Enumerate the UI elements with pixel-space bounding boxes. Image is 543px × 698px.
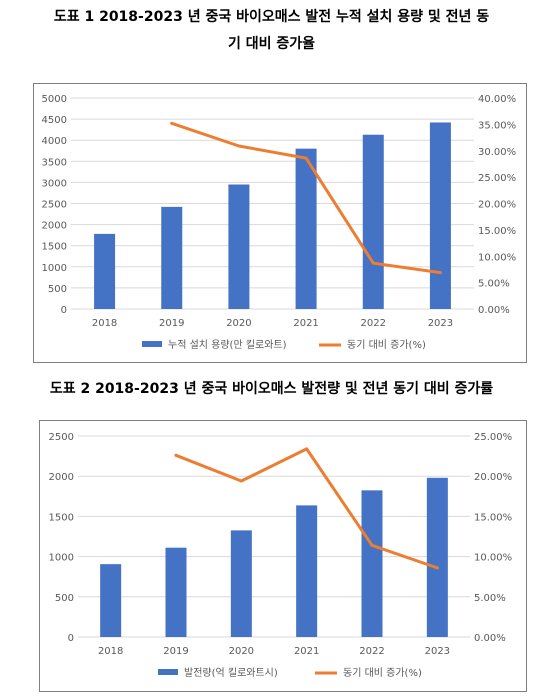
growth-point bbox=[239, 479, 243, 483]
x-tick-label: 2020 bbox=[229, 646, 254, 657]
bar bbox=[426, 477, 448, 637]
y-left-tick-label: 2000 bbox=[49, 472, 74, 483]
bar bbox=[295, 148, 317, 309]
y-left-tick-label: 1500 bbox=[49, 512, 74, 523]
y-right-tick-label: 0.00% bbox=[478, 305, 510, 316]
y-left-tick-label: 2500 bbox=[49, 432, 74, 443]
bar bbox=[296, 505, 318, 637]
growth-point bbox=[370, 543, 374, 547]
y-left-tick-label: 4500 bbox=[42, 115, 67, 126]
bar bbox=[361, 490, 383, 637]
y-right-tick-label: 20.00% bbox=[478, 200, 516, 211]
legend-line-label: 동기 대비 증가(%) bbox=[347, 339, 426, 351]
bar bbox=[228, 184, 250, 309]
y-left-tick-label: 3500 bbox=[42, 157, 67, 168]
bar bbox=[100, 564, 122, 637]
bar bbox=[161, 206, 183, 309]
legend-bar-label: 누적 설치 용량(만 킬로와트) bbox=[168, 338, 287, 351]
y-left-tick-label: 0 bbox=[68, 633, 74, 644]
x-tick-label: 2019 bbox=[159, 318, 184, 329]
x-tick-label: 2021 bbox=[293, 318, 318, 329]
y-left-tick-label: 500 bbox=[48, 284, 67, 295]
y-right-tick-label: 0.00% bbox=[474, 633, 506, 644]
x-tick-label: 2022 bbox=[361, 318, 386, 329]
chart-1-frame: 0 500 1000 1500 2000 2500 3000 3500 4000 4500 5000… bbox=[33, 83, 527, 363]
y-right-tick-label: 15.00% bbox=[474, 512, 512, 523]
y-left-tick-label: 1500 bbox=[42, 242, 67, 253]
x-tick-label: 2023 bbox=[428, 318, 453, 329]
y-right-tick-label: 10.00% bbox=[474, 553, 512, 564]
figure-1-caption-line-1: 도표 1 2018-2023 년 중국 바이오매스 발전 누적 설치 용량 및 … bbox=[53, 9, 490, 25]
growth-point bbox=[305, 447, 309, 451]
growth-point bbox=[371, 261, 375, 265]
x-tick-label: 2019 bbox=[163, 646, 188, 657]
y-right-tick-label: 40.00% bbox=[478, 94, 516, 105]
y-right-tick-label: 10.00% bbox=[478, 252, 516, 263]
y-left-tick-label: 4000 bbox=[42, 136, 67, 147]
growth-point bbox=[438, 271, 442, 275]
chart-2-frame: 0 500 1000 1500 2000 2500 0.00% 5.00% 10.00% 15.0… bbox=[39, 420, 527, 692]
x-tick-label: 2018 bbox=[92, 318, 117, 329]
y-right-tick-label: 30.00% bbox=[478, 147, 516, 158]
growth-point bbox=[237, 144, 241, 148]
y-right-tick-label: 25.00% bbox=[478, 173, 516, 184]
y-right-tick-label: 35.00% bbox=[478, 120, 516, 131]
x-tick-label: 2021 bbox=[294, 646, 319, 657]
y-left-tick-label: 3000 bbox=[42, 178, 67, 189]
bar bbox=[94, 233, 116, 309]
y-left-tick-label: 2500 bbox=[42, 200, 67, 211]
chart-1: 0 500 1000 1500 2000 2500 3000 3500 4000 4500 5000… bbox=[42, 94, 517, 351]
bar bbox=[230, 530, 252, 637]
figure-2-caption: 도표 2 2018-2023 년 중국 바이오매스 발전량 및 전년 동기 대비… bbox=[49, 381, 494, 397]
legend-bar-swatch bbox=[158, 669, 178, 675]
x-tick-label: 2023 bbox=[425, 646, 450, 657]
legend-line-label: 동기 대비 증가(%) bbox=[343, 667, 422, 679]
x-tick-label: 2020 bbox=[226, 318, 251, 329]
y-right-tick-label: 5.00% bbox=[474, 593, 506, 604]
x-tick-label: 2022 bbox=[359, 646, 384, 657]
chart-2: 0 500 1000 1500 2000 2500 0.00% 5.00% 10.00% 15.0… bbox=[49, 432, 513, 679]
y-right-tick-label: 25.00% bbox=[474, 432, 512, 443]
growth-point bbox=[435, 566, 439, 570]
growth-point bbox=[174, 453, 178, 457]
legend-bar-swatch bbox=[142, 341, 162, 347]
x-tick-label: 2018 bbox=[98, 646, 123, 657]
growth-point bbox=[170, 121, 174, 125]
y-left-tick-label: 500 bbox=[55, 593, 74, 604]
legend-bar-label: 발전량(억 킬로와트시) bbox=[184, 666, 278, 679]
y-left-tick-label: 2000 bbox=[42, 221, 67, 232]
growth-point bbox=[304, 156, 308, 160]
figure-1-caption-line-2: 기 대비 증가율 bbox=[227, 36, 316, 52]
bar bbox=[362, 134, 384, 309]
y-left-tick-label: 1000 bbox=[42, 263, 67, 274]
y-right-tick-label: 20.00% bbox=[474, 472, 512, 483]
y-left-tick-label: 5000 bbox=[42, 94, 67, 105]
bar bbox=[429, 122, 451, 309]
y-left-tick-label: 1000 bbox=[49, 553, 74, 564]
bar bbox=[165, 547, 187, 637]
y-right-tick-label: 5.00% bbox=[478, 279, 510, 290]
y-right-tick-label: 15.00% bbox=[478, 226, 516, 237]
y-left-tick-label: 0 bbox=[61, 305, 67, 316]
